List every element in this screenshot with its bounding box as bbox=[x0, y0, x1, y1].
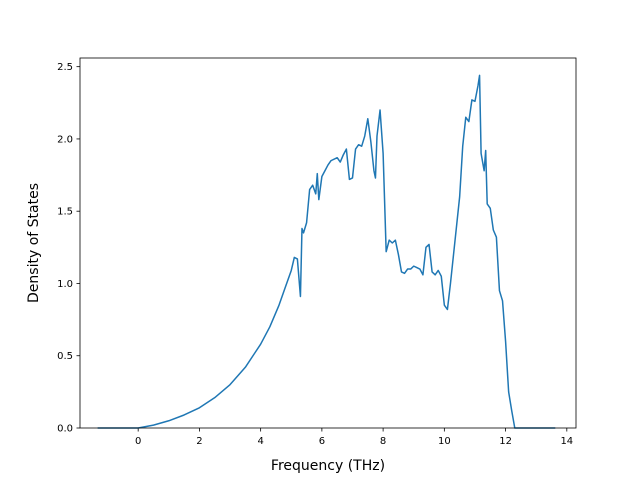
x-tick-label: 14 bbox=[560, 436, 573, 447]
y-tick-label: 0.0 bbox=[57, 424, 73, 435]
plot-frame bbox=[79, 57, 577, 429]
x-tick-label: 0 bbox=[135, 436, 141, 447]
x-tick-label: 6 bbox=[319, 436, 325, 447]
dos-series-line bbox=[97, 74, 556, 429]
y-axis-label: Density of States bbox=[26, 183, 42, 303]
x-axis-ticks: 0 2 4 6 8 10 12 14 bbox=[135, 428, 573, 447]
x-tick-label: 10 bbox=[438, 436, 451, 447]
y-tick-label: 0.5 bbox=[57, 351, 73, 362]
y-tick-label: 1.5 bbox=[57, 207, 73, 218]
x-tick-label: 2 bbox=[196, 436, 202, 447]
x-tick-label: 8 bbox=[380, 436, 386, 447]
x-tick-label: 4 bbox=[257, 436, 263, 447]
x-tick-label: 12 bbox=[499, 436, 512, 447]
y-tick-label: 1.0 bbox=[57, 279, 73, 290]
y-axis-ticks: 0.0 0.5 1.0 1.5 2.0 2.5 bbox=[57, 62, 80, 435]
y-tick-label: 2.0 bbox=[57, 134, 73, 145]
x-axis-label: Frequency (THz) bbox=[271, 458, 385, 474]
y-tick-label: 2.5 bbox=[57, 62, 73, 73]
